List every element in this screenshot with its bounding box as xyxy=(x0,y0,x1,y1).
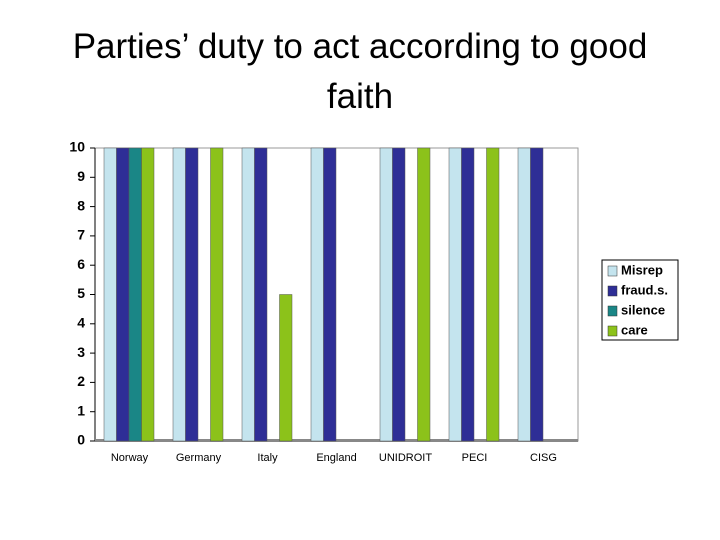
bar xyxy=(530,147,544,442)
x-tick-label: CISG xyxy=(530,452,557,464)
bar xyxy=(323,147,337,442)
bar xyxy=(417,147,431,442)
bar xyxy=(279,294,293,442)
legend-swatch xyxy=(607,305,618,317)
y-tick-label: 8 xyxy=(77,197,85,213)
y-tick-label: 1 xyxy=(77,402,85,418)
x-tick-label: England xyxy=(316,452,356,464)
bar xyxy=(241,147,255,442)
bar xyxy=(448,147,462,442)
y-tick-label: 2 xyxy=(77,373,85,389)
legend-swatch xyxy=(607,265,618,277)
bar xyxy=(310,147,324,442)
bar xyxy=(185,147,199,442)
y-tick-label: 5 xyxy=(77,285,85,301)
x-tick-label: UNIDROIT xyxy=(379,452,432,464)
y-tick-label: 9 xyxy=(77,168,85,184)
bar xyxy=(172,147,186,442)
y-tick-label: 0 xyxy=(77,432,85,448)
bar xyxy=(517,147,531,442)
bar xyxy=(392,147,406,442)
bar xyxy=(128,147,142,442)
y-tick-label: 10 xyxy=(69,139,85,155)
bar xyxy=(254,147,268,442)
y-tick-label: 7 xyxy=(77,227,85,243)
legend-label: fraud.s. xyxy=(621,282,668,297)
plot-area xyxy=(94,147,579,442)
legend-swatch xyxy=(607,285,618,297)
legend-swatch xyxy=(607,325,618,337)
x-tick-label: Italy xyxy=(257,452,278,464)
y-tick-label: 6 xyxy=(77,256,85,272)
bar xyxy=(210,147,224,442)
x-tick-label: Norway xyxy=(111,452,149,464)
bar xyxy=(461,147,475,442)
legend-label: Misrep xyxy=(621,262,663,277)
x-tick-label: Germany xyxy=(176,452,222,464)
legend-label: silence xyxy=(621,302,665,317)
legend-label: care xyxy=(621,322,648,337)
chart-title: Parties’ duty to act according to good f… xyxy=(72,27,648,116)
floor xyxy=(95,439,578,442)
bar xyxy=(116,147,130,442)
bar xyxy=(486,147,500,442)
bar xyxy=(103,147,117,442)
y-tick-label: 3 xyxy=(77,344,85,360)
bar xyxy=(379,147,393,442)
x-tick-label: PECI xyxy=(462,452,488,464)
bar xyxy=(141,147,155,442)
y-tick-label: 4 xyxy=(77,315,85,331)
